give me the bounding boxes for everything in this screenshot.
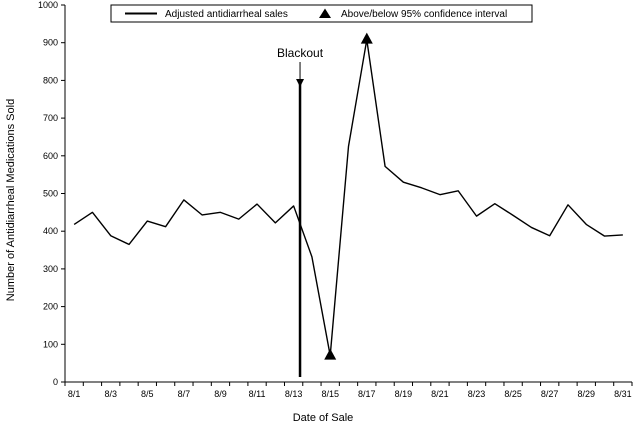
x-tick-label: 8/13 bbox=[285, 389, 303, 399]
y-tick-label: 200 bbox=[43, 302, 58, 312]
series-line bbox=[73, 38, 623, 357]
x-tick-label: 8/23 bbox=[468, 389, 486, 399]
blackout-label: Blackout bbox=[277, 46, 324, 60]
legend-label-markers: Above/below 95% confidence interval bbox=[341, 9, 507, 20]
ci-marker-triangle bbox=[360, 32, 373, 44]
x-tick-label: 8/5 bbox=[141, 389, 154, 399]
y-axis-title: Number of Antidiarrheal Medications Sold bbox=[5, 99, 17, 301]
ci-marker-triangle bbox=[324, 348, 337, 360]
x-tick-label: 8/1 bbox=[68, 389, 81, 399]
series-layer bbox=[73, 32, 623, 360]
x-axis-title: Date of Sale bbox=[293, 412, 354, 424]
y-axis: 0 100 200 300 400 500 600 700 800 900 1000 bbox=[38, 0, 66, 387]
x-tick-label: 8/29 bbox=[578, 389, 596, 399]
x-tick-label: 8/25 bbox=[504, 389, 522, 399]
x-tick-label: 8/15 bbox=[321, 389, 339, 399]
y-tick-label: 0 bbox=[53, 377, 58, 387]
x-tick-label: 8/7 bbox=[178, 389, 191, 399]
x-axis: 8/1 8/3 8/5 8/7 8/9 8/11 8/13 8/15 8/17 8/19 8/21 8… bbox=[64, 381, 633, 399]
y-tick-label: 900 bbox=[43, 38, 58, 48]
legend-triangle-marker bbox=[319, 8, 331, 18]
x-tick-label: 8/19 bbox=[395, 389, 413, 399]
x-tick-label: 8/17 bbox=[358, 389, 376, 399]
x-tick-label: 8/21 bbox=[431, 389, 449, 399]
y-tick-label: 300 bbox=[43, 264, 58, 274]
y-tick-label: 800 bbox=[43, 75, 58, 85]
blackout-arrow-head bbox=[296, 79, 305, 88]
y-tick-label: 400 bbox=[43, 226, 58, 236]
legend-box bbox=[110, 4, 533, 23]
legend: Adjusted antidiarrheal sales Above/below… bbox=[110, 4, 533, 23]
y-tick-label: 600 bbox=[43, 151, 58, 161]
annotation-layer: Blackout bbox=[277, 46, 324, 377]
y-tick-label: 100 bbox=[43, 339, 58, 349]
x-tick-label: 8/31 bbox=[614, 389, 632, 399]
y-tick-label: 500 bbox=[43, 189, 58, 199]
legend-label-series: Adjusted antidiarrheal sales bbox=[165, 9, 288, 20]
x-tick-label: 8/27 bbox=[541, 389, 559, 399]
x-tick-label: 8/9 bbox=[214, 389, 227, 399]
y-tick-label: 700 bbox=[43, 113, 58, 123]
x-tick-label: 8/11 bbox=[249, 389, 266, 399]
x-tick-label: 8/3 bbox=[104, 389, 117, 399]
y-tick-label: 1000 bbox=[38, 0, 58, 10]
